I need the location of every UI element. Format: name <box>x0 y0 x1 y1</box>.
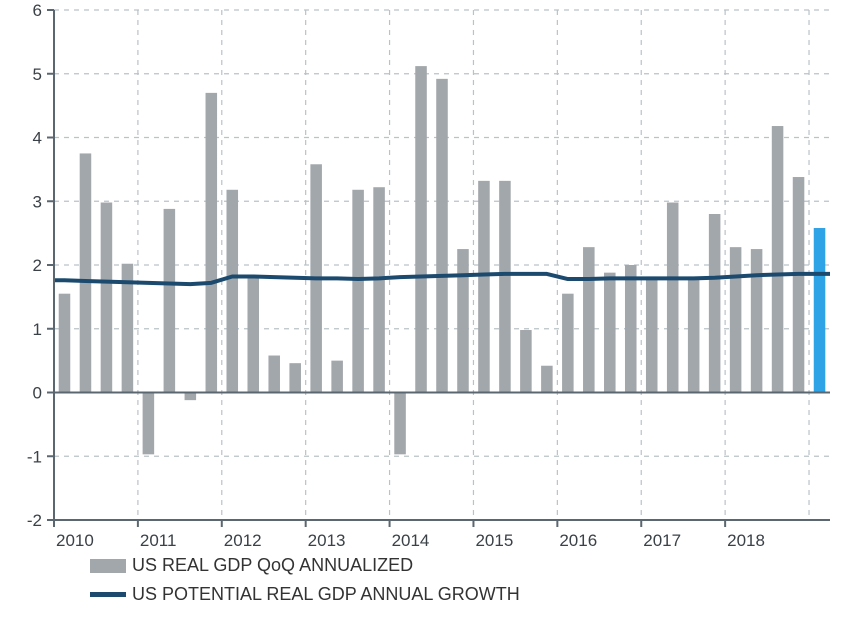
svg-text:2011: 2011 <box>140 531 177 550</box>
svg-text:5: 5 <box>33 65 42 84</box>
legend-item-line: US POTENTIAL REAL GDP ANNUAL GROWTH <box>90 584 520 605</box>
svg-text:2015: 2015 <box>475 531 513 550</box>
legend-item-bars: US REAL GDP QoQ ANNUALIZED <box>90 555 520 576</box>
chart-legend: US REAL GDP QoQ ANNUALIZED US POTENTIAL … <box>90 555 520 613</box>
svg-text:4: 4 <box>33 129 42 148</box>
svg-text:2018: 2018 <box>727 531 765 550</box>
svg-text:2017: 2017 <box>643 531 681 550</box>
svg-text:2013: 2013 <box>308 531 346 550</box>
chart-canvas: -2 -1 0 1 2 3 4 5 6 2010 2011 2012 2013 2014 2015 2016 2… <box>0 0 842 640</box>
svg-text:3: 3 <box>33 192 42 211</box>
svg-text:6: 6 <box>33 1 42 20</box>
legend-swatch-line <box>90 592 126 597</box>
svg-text:-2: -2 <box>27 511 42 530</box>
svg-text:2: 2 <box>33 256 42 275</box>
legend-label-line: US POTENTIAL REAL GDP ANNUAL GROWTH <box>132 584 520 605</box>
svg-text:1: 1 <box>33 320 42 339</box>
svg-text:0: 0 <box>33 384 42 403</box>
gdp-chart: -2 -1 0 1 2 3 4 5 6 2010 2011 2012 2013 2014 2015 2016 2… <box>0 0 842 640</box>
svg-text:2014: 2014 <box>392 531 430 550</box>
legend-swatch-bar <box>90 559 126 573</box>
svg-text:2016: 2016 <box>559 531 597 550</box>
svg-text:2010: 2010 <box>56 531 94 550</box>
svg-text:2012: 2012 <box>224 531 262 550</box>
svg-text:-1: -1 <box>27 447 42 466</box>
legend-label-bars: US REAL GDP QoQ ANNUALIZED <box>132 555 413 576</box>
